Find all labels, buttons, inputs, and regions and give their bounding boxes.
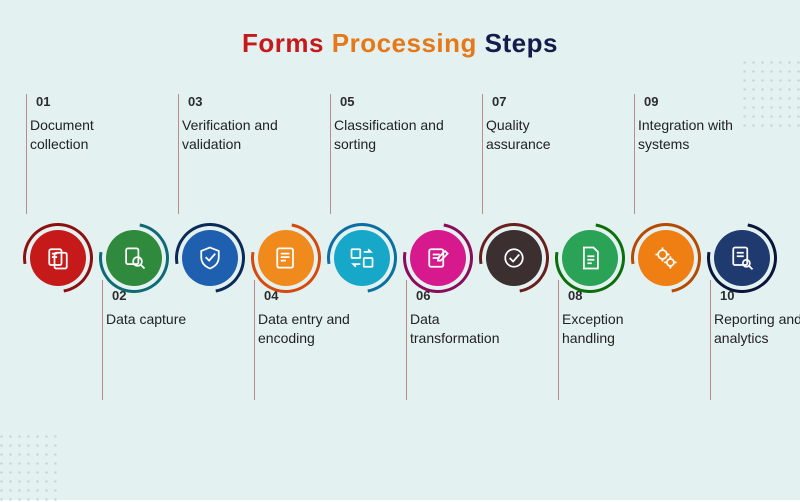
divider	[558, 280, 559, 400]
divider	[634, 94, 635, 214]
step-01: 01Document collection	[30, 80, 106, 460]
infographic-canvas: Forms Processing Steps 01Document collec…	[0, 0, 800, 500]
report-search-icon	[728, 244, 756, 272]
step-04: 04Data entry and encoding	[258, 80, 334, 460]
magnify-doc-icon	[120, 244, 148, 272]
step-number: 07	[492, 94, 506, 109]
dot-grid-decoration	[740, 58, 800, 128]
page-title: Forms Processing Steps	[0, 0, 800, 59]
gears-icon	[652, 244, 680, 272]
node-disc	[258, 230, 314, 286]
dot-grid-decoration	[0, 432, 58, 502]
node-disc	[182, 230, 238, 286]
step-node	[334, 230, 390, 286]
step-node	[106, 230, 162, 286]
step-node	[714, 230, 770, 286]
divider	[330, 94, 331, 214]
divider	[102, 280, 103, 400]
step-02: 02Data capture	[106, 80, 182, 460]
step-08: 08Exception handling	[562, 80, 638, 460]
divider	[710, 280, 711, 400]
divider	[178, 94, 179, 214]
step-number: 01	[36, 94, 50, 109]
divider	[482, 94, 483, 214]
step-node	[638, 230, 694, 286]
step-label: Reporting and analytics	[714, 310, 800, 348]
node-disc	[30, 230, 86, 286]
node-disc	[714, 230, 770, 286]
divider	[406, 280, 407, 400]
step-07: 07Quality assurance	[486, 80, 562, 460]
node-disc	[562, 230, 618, 286]
step-09: 09Integration with systems	[638, 80, 714, 460]
step-number: 03	[188, 94, 202, 109]
badge-check-icon	[500, 244, 528, 272]
node-disc	[638, 230, 694, 286]
step-node	[258, 230, 314, 286]
doc-stack-icon	[44, 244, 72, 272]
node-disc	[410, 230, 466, 286]
step-node	[30, 230, 86, 286]
node-disc	[334, 230, 390, 286]
swap-arrows-icon	[348, 244, 376, 272]
shield-check-icon	[196, 244, 224, 272]
divider	[254, 280, 255, 400]
title-word-2: Processing	[332, 28, 477, 58]
step-05: 05Classification and sorting	[334, 80, 410, 460]
step-node	[182, 230, 238, 286]
form-lines-icon	[272, 244, 300, 272]
steps-row: 01Document collection02Data capture03Ver…	[0, 80, 800, 460]
title-word-3: Steps	[485, 28, 558, 58]
step-node	[562, 230, 618, 286]
page-lines-icon	[576, 244, 604, 272]
step-03: 03Verification and validation	[182, 80, 258, 460]
step-node	[410, 230, 466, 286]
title-word-1: Forms	[242, 28, 324, 58]
step-number: 05	[340, 94, 354, 109]
step-node	[486, 230, 542, 286]
step-10: 10Reporting and analytics	[714, 80, 790, 460]
tablet-pen-icon	[424, 244, 452, 272]
step-06: 06Data transformation	[410, 80, 486, 460]
step-number: 09	[644, 94, 658, 109]
divider	[26, 94, 27, 214]
node-disc	[106, 230, 162, 286]
node-disc	[486, 230, 542, 286]
